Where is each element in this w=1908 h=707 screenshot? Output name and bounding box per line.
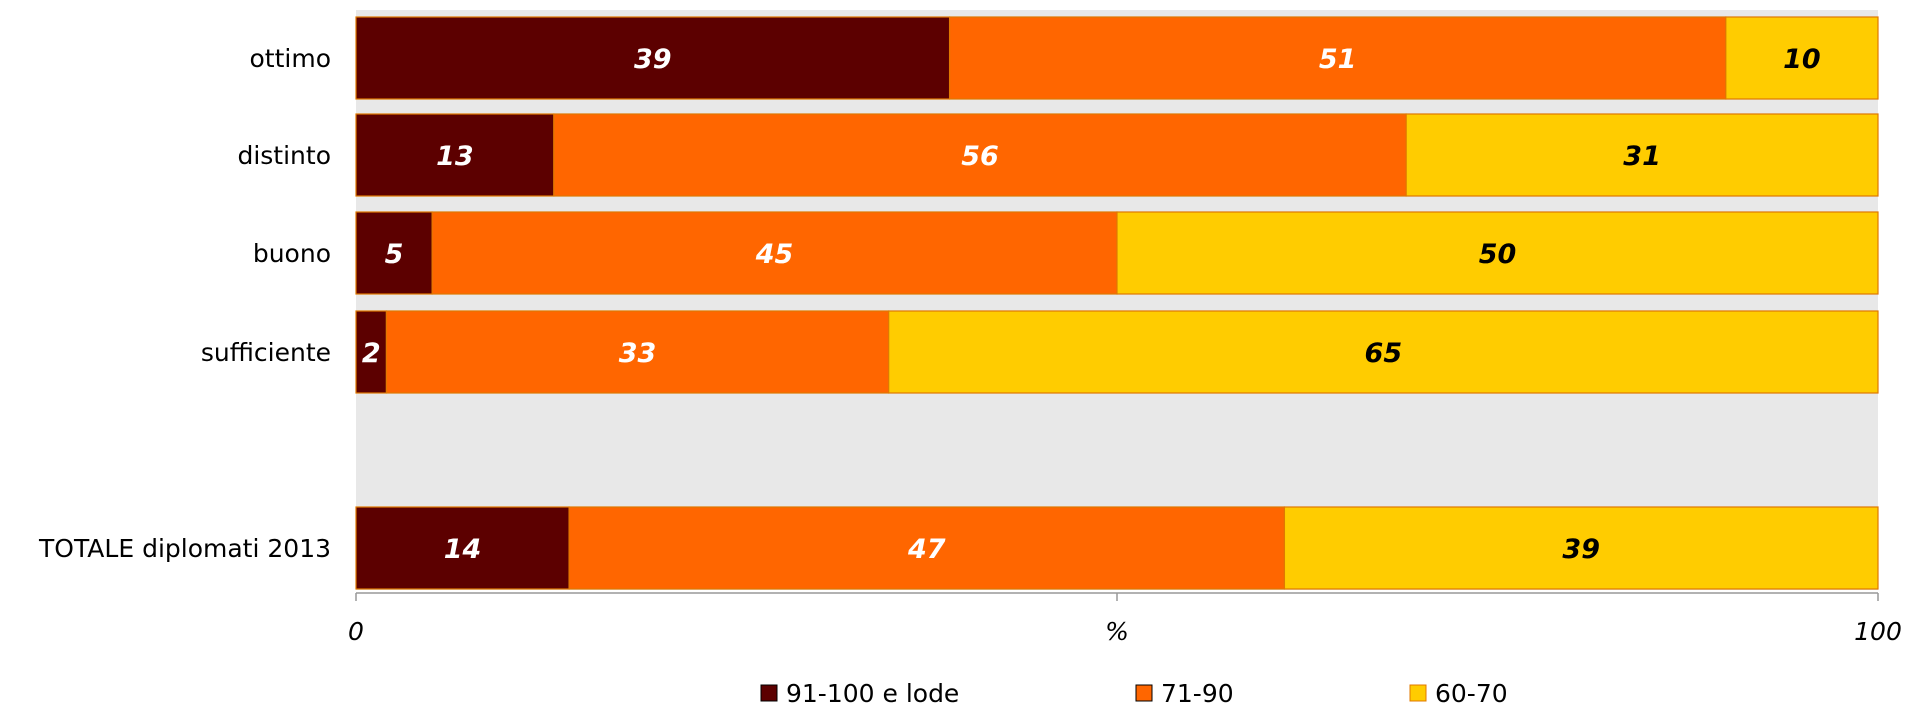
bar-segment — [355, 113, 555, 197]
x-tick-label: 0 — [348, 617, 364, 646]
data-label: 33 — [619, 338, 657, 369]
legend-swatch — [1135, 684, 1153, 702]
legend-swatch — [1409, 684, 1427, 702]
legend-label: 71-90 — [1161, 679, 1234, 707]
legend-swatch — [760, 684, 778, 702]
bar-segment — [1116, 211, 1879, 295]
data-label: 47 — [907, 534, 946, 565]
bar-segment — [568, 506, 1286, 590]
bars-group: 39 51 10 13 56 31 5 45 50 2 33 65 14 47 39 — [355, 16, 1879, 590]
plot-background — [356, 10, 1878, 590]
data-label: 10 — [1783, 44, 1821, 75]
category-label: ottimo — [250, 44, 332, 73]
data-label: 14 — [444, 534, 482, 565]
category-label: TOTALE diplomati 2013 — [38, 534, 331, 563]
x-axis — [355, 592, 1879, 601]
bar-segment — [431, 211, 1118, 295]
bar-segment — [355, 16, 951, 100]
x-tick-label: 100 — [1854, 617, 1902, 646]
data-label: 65 — [1365, 338, 1403, 369]
bar-segment — [385, 310, 890, 394]
data-label: 2 — [362, 338, 381, 369]
data-label: 51 — [1319, 44, 1357, 75]
legend-label: 60-70 — [1435, 679, 1508, 707]
bar-segment — [888, 310, 1879, 394]
bar-segment — [553, 113, 1407, 197]
data-label: 5 — [385, 239, 404, 270]
legend: 91-100 e lode 71-90 60-70 — [760, 679, 1508, 707]
category-labels: ottimo distinto buono sufficiente TOTALE dip… — [38, 44, 331, 563]
category-label: buono — [253, 239, 331, 268]
data-label: 31 — [1623, 141, 1661, 172]
bar-segment — [1405, 113, 1879, 197]
data-label: 39 — [634, 44, 672, 75]
data-label: 13 — [436, 141, 474, 172]
data-label: 39 — [1562, 534, 1600, 565]
data-label: 45 — [755, 239, 794, 270]
x-tick-labels: 0% 100 — [348, 617, 1902, 646]
x-tick-label: % — [1105, 617, 1129, 646]
legend-label: 91-100 e lode — [786, 679, 959, 707]
bar-segment — [1283, 506, 1879, 590]
data-label: 50 — [1479, 239, 1517, 270]
category-label: distinto — [237, 141, 331, 170]
data-label: 56 — [961, 141, 999, 172]
category-label: sufficiente — [201, 338, 331, 367]
bar-segment — [1725, 16, 1879, 100]
